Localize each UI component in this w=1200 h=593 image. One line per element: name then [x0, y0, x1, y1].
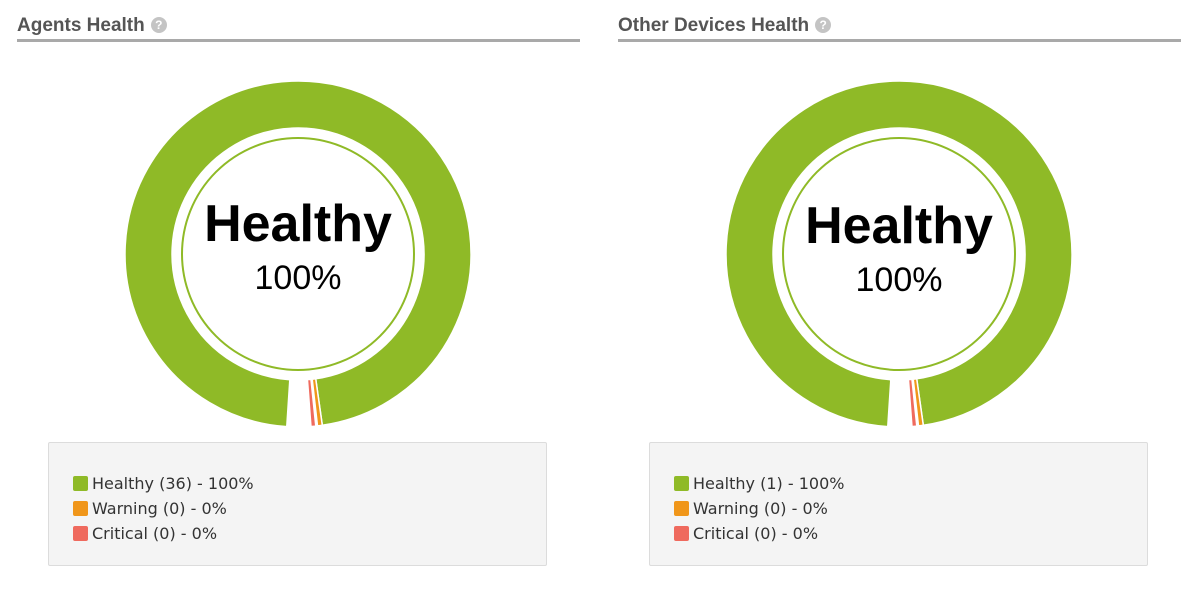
legend-label: Warning (0) - 0%	[92, 499, 227, 518]
legend: Healthy (1) - 100% Warning (0) - 0% Crit…	[649, 442, 1148, 566]
agents-health-panel: Agents Health? Healthy 100% Healthy (36)…	[17, 0, 580, 593]
center-label: Healthy	[204, 195, 392, 253]
donut-chart-svg: Healthy 100%	[725, 80, 1073, 428]
slice-warning[interactable]	[311, 377, 324, 427]
legend-label: Healthy (36) - 100%	[92, 474, 254, 493]
legend-item-warning[interactable]: Warning (0) - 0%	[73, 496, 546, 521]
help-icon[interactable]: ?	[150, 17, 167, 33]
slice-critical[interactable]	[907, 378, 918, 428]
slice-healthy[interactable]	[725, 80, 1073, 428]
slice-critical[interactable]	[306, 378, 317, 428]
help-icon[interactable]: ?	[815, 17, 832, 33]
donut-chart: Healthy 100%	[17, 60, 580, 440]
inner-ring	[181, 137, 415, 371]
legend: Healthy (36) - 100% Warning (0) - 0% Cri…	[48, 442, 547, 566]
legend-item-warning[interactable]: Warning (0) - 0%	[674, 496, 1147, 521]
legend-label: Critical (0) - 0%	[693, 524, 819, 543]
legend-item-healthy[interactable]: Healthy (1) - 100%	[674, 471, 1147, 496]
center-value: 100%	[856, 261, 943, 299]
legend-item-critical[interactable]: Critical (0) - 0%	[674, 521, 1147, 546]
swatch-warning	[674, 501, 689, 516]
donut-chart-svg: Healthy 100%	[124, 80, 472, 428]
legend-label: Warning (0) - 0%	[693, 499, 828, 518]
swatch-healthy	[73, 476, 88, 491]
swatch-healthy	[674, 476, 689, 491]
other-devices-health-panel: Other Devices Health? Healthy 100% Healt…	[618, 0, 1181, 593]
legend-item-healthy[interactable]: Healthy (36) - 100%	[73, 471, 546, 496]
panel-title: Agents Health?	[17, 15, 167, 37]
center-value: 100%	[255, 259, 342, 297]
donut-chart: Healthy 100%	[618, 60, 1181, 440]
swatch-critical	[674, 526, 689, 541]
panel-header: Other Devices Health?	[618, 14, 1181, 42]
legend-item-critical[interactable]: Critical (0) - 0%	[73, 521, 546, 546]
panel-title: Other Devices Health?	[618, 15, 832, 37]
slice-healthy[interactable]	[124, 80, 472, 428]
slice-warning[interactable]	[912, 377, 925, 427]
center-label: Healthy	[805, 197, 993, 255]
legend-label: Healthy (1) - 100%	[693, 474, 845, 493]
swatch-warning	[73, 501, 88, 516]
panel-header: Agents Health?	[17, 14, 580, 42]
inner-ring	[782, 137, 1016, 371]
swatch-critical	[73, 526, 88, 541]
legend-label: Critical (0) - 0%	[92, 524, 218, 543]
